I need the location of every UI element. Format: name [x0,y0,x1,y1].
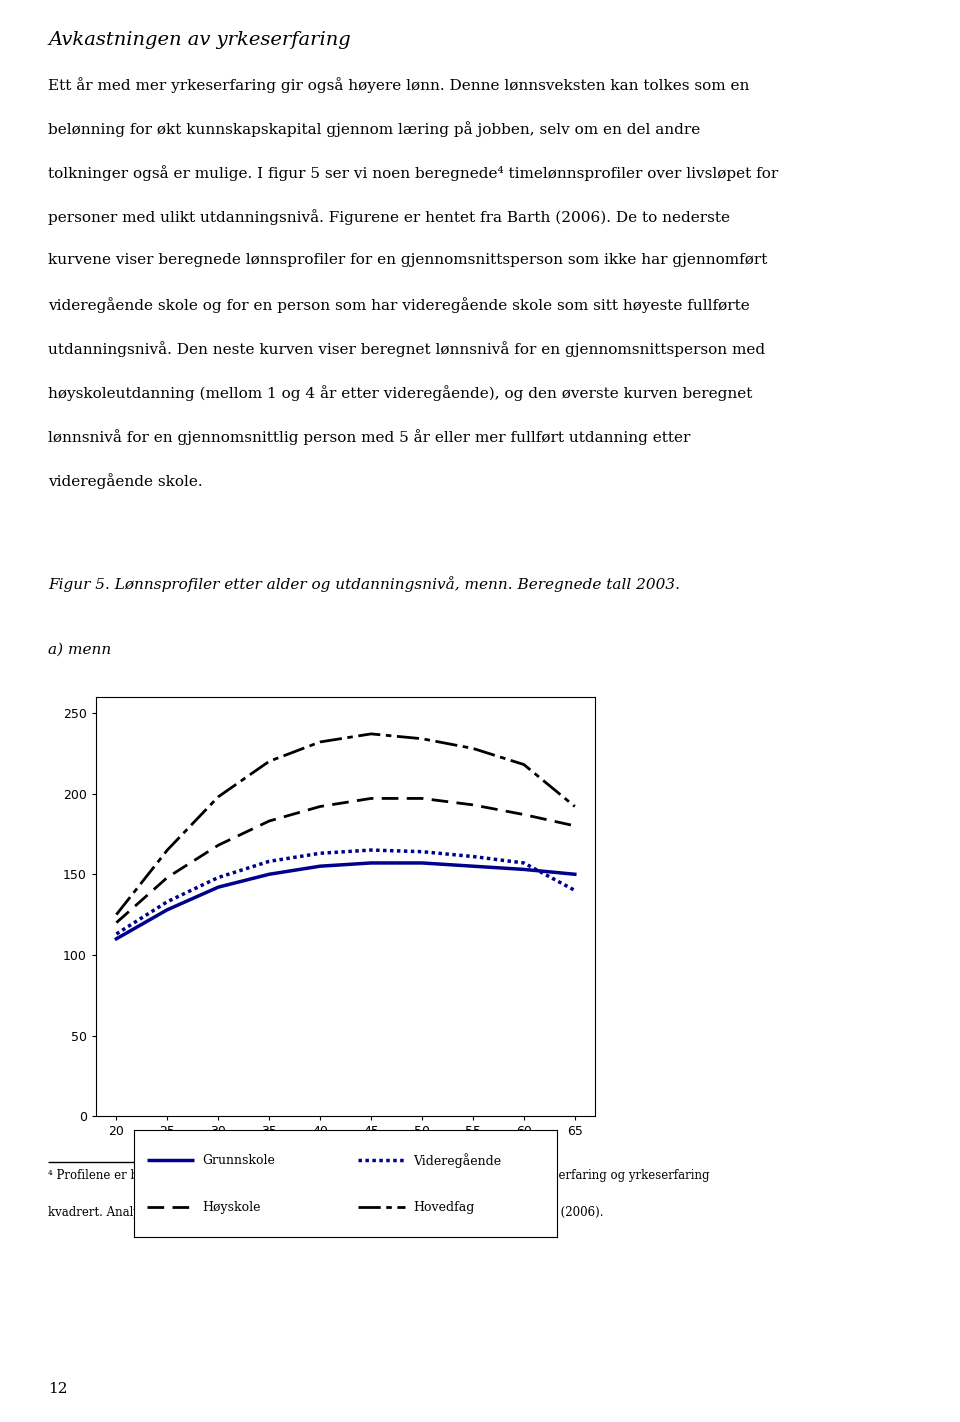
Text: Figur 5. Lønnsprofiler etter alder og utdanningsnivå, menn. Beregnede tall 2003.: Figur 5. Lønnsprofiler etter alder og ut… [48,576,680,592]
Text: høyskoleutdanning (mellom 1 og 4 år etter videregående), og den øverste kurven b: høyskoleutdanning (mellom 1 og 4 år ette… [48,385,753,401]
Text: a) menn: a) menn [48,643,111,657]
Text: videregående skole.: videregående skole. [48,474,203,489]
Text: Grunnskole: Grunnskole [202,1153,275,1167]
Text: lønnsnivå for en gjennomsnittlig person med 5 år eller mer fullført utdanning et: lønnsnivå for en gjennomsnittlig person … [48,429,690,445]
Text: personer med ulikt utdanningsnivå. Figurene er hentet fra Barth (2006). De to ne: personer med ulikt utdanningsnivå. Figur… [48,209,730,225]
Text: utdanningsnivå. Den neste kurven viser beregnet lønnsnivå for en gjennomsnittspe: utdanningsnivå. Den neste kurven viser b… [48,341,765,357]
Text: kurvene viser beregnede lønnsprofiler for en gjennomsnittsperson som ikke har gj: kurvene viser beregnede lønnsprofiler fo… [48,253,767,267]
Text: Ett år med mer yrkeserfaring gir også høyere lønn. Denne lønnsveksten kan tolkes: Ett år med mer yrkeserfaring gir også hø… [48,77,750,92]
Text: kvadrert. Analysene er gjennomført separat for hver utdanningsgruppe.  Kilde: Ba: kvadrert. Analysene er gjennomført separ… [48,1206,604,1219]
Text: Hovedfag: Hovedfag [413,1200,474,1214]
Text: tolkninger også er mulige. I figur 5 ser vi noen beregnede⁴ timelønnsprofiler ov: tolkninger også er mulige. I figur 5 ser… [48,165,779,181]
Text: Videregående: Videregående [413,1153,501,1167]
Text: ⁴ Profilene er beregnet ut fra regresionsanalyser av log timelønn mot potensiell: ⁴ Profilene er beregnet ut fra regresion… [48,1169,709,1182]
Text: videregående skole og for en person som har videregående skole som sitt høyeste : videregående skole og for en person som … [48,297,750,313]
Text: belønning for økt kunnskapskapital gjennom læring på jobben, selv om en del andr: belønning for økt kunnskapskapital gjenn… [48,121,700,137]
Text: Avkastningen av yrkeserfaring: Avkastningen av yrkeserfaring [48,31,350,50]
Text: 12: 12 [48,1382,67,1396]
Text: Høyskole: Høyskole [202,1200,260,1214]
